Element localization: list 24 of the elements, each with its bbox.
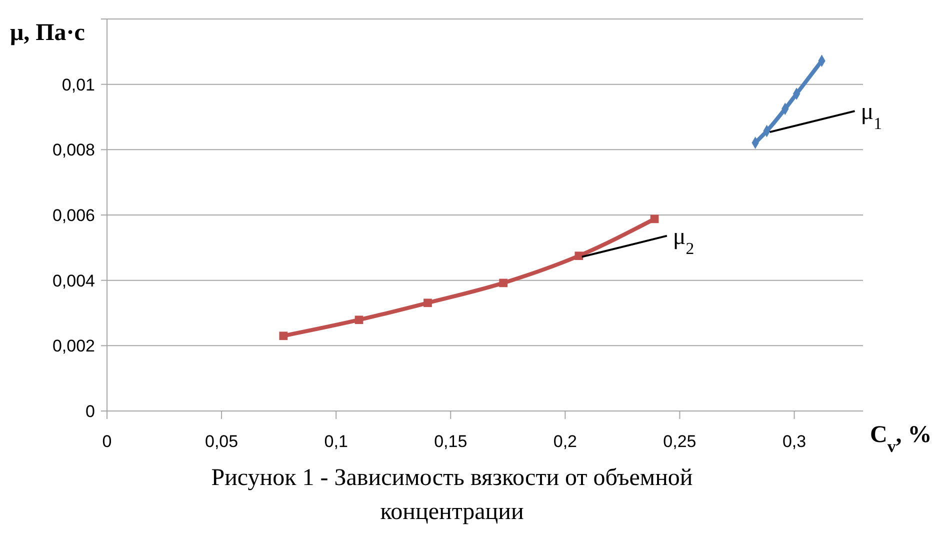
y-tick-label: 0,002 [52, 336, 95, 356]
y-tick-label: 0,006 [52, 206, 95, 225]
annotation: μ$_{2}$ [672, 224, 694, 258]
text: Рисунок 1 - Зависимость вязкости от объемной концентрации [211, 465, 693, 525]
x-tick-label: 0,1 [324, 432, 348, 451]
point [574, 252, 584, 260]
x-tick-label: 0,25 [663, 432, 696, 451]
y-tick-label: 0,01 [62, 75, 95, 94]
x-tick-label: 0,15 [434, 432, 468, 451]
point [499, 278, 508, 288]
y-tick-label: 0,004 [52, 271, 95, 290]
x-axis-title: C$_{v}$, % [870, 422, 932, 456]
y-tick-label: 0,008 [52, 140, 95, 160]
point [424, 298, 432, 308]
x-tick-label: 0 [102, 432, 112, 451]
annotation: μ$_{1}$ [860, 99, 882, 133]
y-axis-title: μ, Па·с [10, 20, 86, 46]
x-tick-label: 0,3 [782, 432, 806, 451]
point [279, 332, 288, 340]
y-tick-label: 0 [86, 402, 95, 421]
point [650, 214, 659, 224]
x-tick-label: 0,05 [205, 432, 238, 451]
point [354, 316, 364, 324]
x-tick-label: 0,2 [553, 432, 577, 451]
